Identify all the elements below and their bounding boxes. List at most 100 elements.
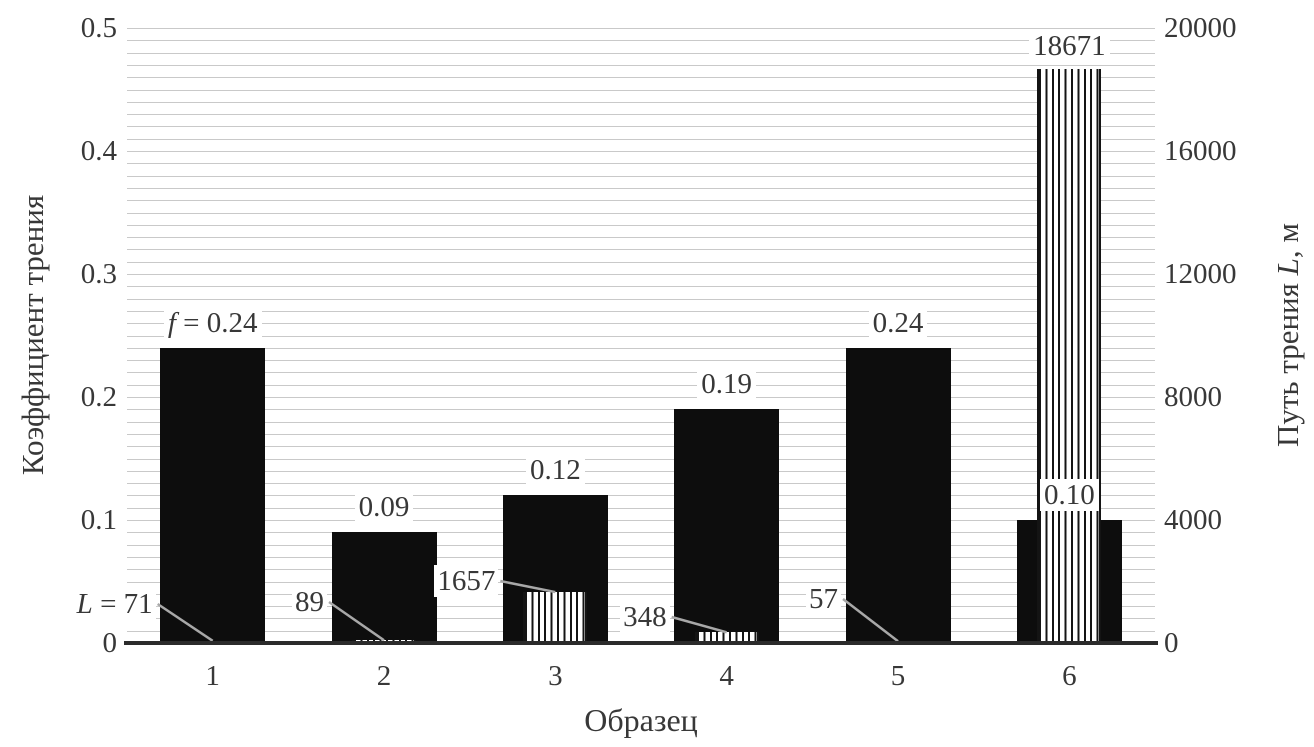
- minor-gridline: [127, 286, 1155, 288]
- minor-gridline: [127, 151, 1155, 152]
- friction-coefficient-label: f = 0.24: [63, 306, 363, 339]
- left-axis-tick-label: 0.1: [80, 504, 117, 536]
- minor-gridline: [127, 458, 1155, 460]
- bar-friction-path: [1037, 68, 1102, 643]
- left-axis-title: Коэффициент трения: [15, 35, 51, 635]
- left-axis-tick-label: 0.2: [80, 381, 117, 413]
- friction-coefficient-label: 0.12: [405, 454, 705, 487]
- left-axis-tick-label: 0.5: [80, 12, 117, 44]
- italic-symbol: L: [1270, 258, 1305, 276]
- minor-gridline: [127, 212, 1155, 214]
- minor-gridline: [127, 495, 1155, 497]
- friction-coefficient-label: 0.24: [748, 306, 1048, 339]
- x-axis-tick-label: 6: [1062, 660, 1077, 692]
- bar-friction-path: [694, 632, 759, 643]
- minor-gridline: [127, 163, 1155, 165]
- minor-gridline: [127, 310, 1155, 312]
- x-axis-line: [124, 641, 1158, 645]
- minor-gridline: [127, 593, 1155, 595]
- minor-gridline: [127, 335, 1155, 337]
- left-axis-tick-label: 0: [102, 627, 118, 659]
- minor-gridline: [127, 224, 1155, 226]
- minor-gridline: [127, 237, 1155, 239]
- italic-symbol: L: [76, 588, 93, 620]
- friction-coefficient-label: 0.09: [234, 491, 534, 524]
- minor-gridline: [127, 409, 1155, 411]
- x-axis-tick-label: 5: [890, 660, 906, 692]
- minor-gridline: [127, 64, 1155, 66]
- minor-gridline: [127, 200, 1155, 202]
- minor-gridline: [127, 126, 1155, 128]
- italic-symbol: f: [167, 306, 176, 339]
- friction-path-label: 1657: [238, 565, 499, 597]
- right-axis-tick-label: 8000: [1164, 381, 1222, 413]
- friction-path-label: 57: [581, 583, 841, 615]
- friction-path-label: 348: [410, 601, 670, 633]
- label-text: 0.24: [868, 306, 928, 339]
- minor-gridline: [127, 28, 1155, 29]
- label-text: 1657: [434, 565, 499, 597]
- minor-gridline: [127, 298, 1155, 300]
- minor-gridline: [127, 532, 1155, 534]
- label-text: 0.12: [525, 454, 585, 487]
- friction-coefficient-label: 0.19: [577, 368, 877, 401]
- minor-gridline: [127, 323, 1155, 325]
- minor-gridline: [127, 470, 1155, 472]
- left-axis-tick-label: 0.3: [80, 258, 117, 290]
- minor-gridline: [127, 89, 1155, 91]
- minor-gridline: [127, 556, 1155, 558]
- minor-gridline: [127, 114, 1155, 116]
- minor-gridline: [127, 175, 1155, 177]
- minor-gridline: [127, 433, 1155, 435]
- minor-gridline: [127, 77, 1155, 79]
- friction-coefficient-label: 0.10: [919, 479, 1219, 511]
- friction-path-label: L = 71: [0, 588, 156, 620]
- minor-gridline: [127, 397, 1155, 398]
- minor-gridline: [127, 421, 1155, 423]
- minor-gridline: [127, 483, 1155, 485]
- title-text: Путь трения: [1270, 275, 1305, 448]
- minor-gridline: [127, 40, 1155, 42]
- x-axis-tick-label: 4: [719, 660, 734, 692]
- minor-gridline: [127, 544, 1155, 546]
- plot-area: f = 0.24 L = 71 0.09 89 0.12 1657 0.19 348 0.24 5…: [73, 28, 1155, 643]
- left-axis-tick-label: 0.4: [80, 135, 117, 167]
- right-axis-tick-label: 16000: [1164, 135, 1237, 167]
- label-text: 348: [620, 601, 670, 633]
- minor-gridline: [127, 507, 1155, 509]
- minor-gridline: [127, 360, 1155, 362]
- label-text: 89: [292, 586, 327, 618]
- title-text: , м: [1270, 222, 1305, 259]
- right-axis-tick-label: 0: [1164, 627, 1179, 659]
- minor-gridline: [127, 520, 1155, 521]
- label-text: 0.19: [697, 368, 757, 401]
- bar-friction-coefficient: [674, 409, 780, 643]
- label-text: f = 0.24: [163, 306, 262, 339]
- x-axis-title: Образец: [584, 702, 698, 738]
- right-axis-tick-label: 4000: [1164, 504, 1222, 536]
- minor-gridline: [127, 52, 1155, 54]
- minor-gridline: [127, 138, 1155, 140]
- right-axis-tick-label: 20000: [1164, 12, 1237, 44]
- minor-gridline: [127, 261, 1155, 263]
- minor-gridline: [127, 187, 1155, 189]
- minor-gridline: [127, 569, 1155, 571]
- x-axis-tick-label: 1: [205, 660, 220, 692]
- minor-gridline: [127, 581, 1155, 583]
- right-axis-tick-label: 12000: [1164, 258, 1237, 290]
- minor-gridline: [127, 249, 1155, 251]
- label-text: L = 71: [73, 588, 156, 620]
- title-text: Коэффициент трения: [15, 194, 50, 476]
- minor-gridline: [127, 101, 1155, 103]
- bar-friction-coefficient: [845, 347, 951, 643]
- minor-gridline: [127, 446, 1155, 448]
- minor-gridline: [127, 274, 1155, 275]
- label-text: 18671: [1029, 29, 1110, 62]
- label-text: 0.10: [1039, 479, 1099, 511]
- friction-path-label: 18671: [919, 29, 1219, 62]
- minor-gridline: [127, 384, 1155, 386]
- bar-friction-path: [523, 592, 588, 643]
- minor-gridline: [127, 347, 1155, 349]
- minor-gridline: [127, 372, 1155, 374]
